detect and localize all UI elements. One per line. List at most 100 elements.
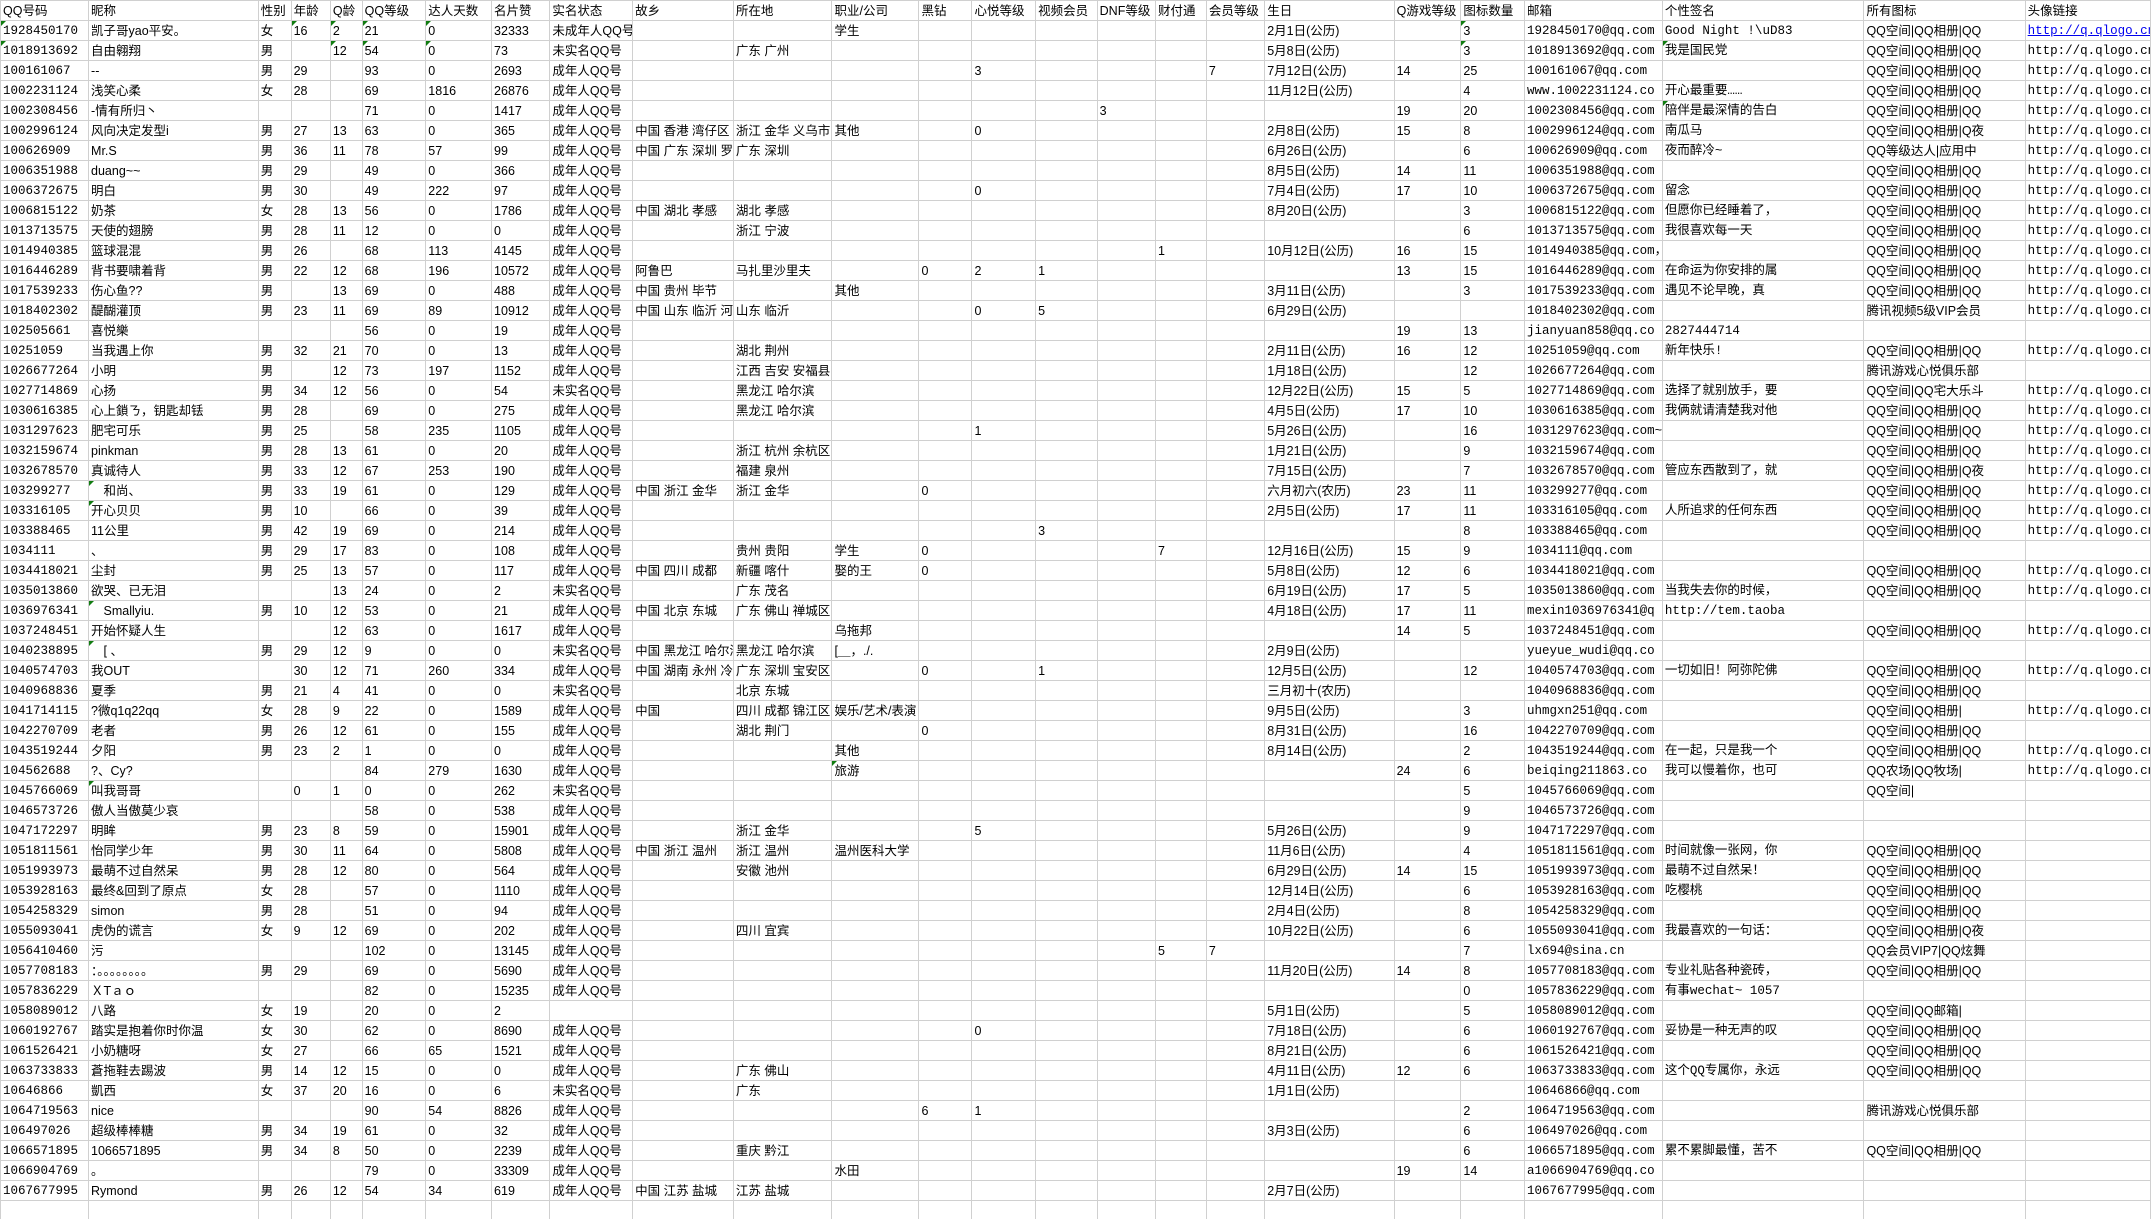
cell-vip[interactable]: [1205, 1140, 1266, 1161]
cell-xy[interactable]: [971, 500, 1037, 521]
cell-qlevel[interactable]: 0: [361, 780, 427, 801]
cell-qlevel[interactable]: 83: [361, 540, 427, 561]
cell-qage[interactable]: 21: [329, 340, 363, 361]
cell-job[interactable]: 学生: [831, 540, 920, 561]
cell-cft[interactable]: [1154, 800, 1207, 821]
cell-qq[interactable]: 1054258329: [0, 900, 90, 921]
cell-daren[interactable]: 0: [425, 560, 493, 581]
cell-dnf[interactable]: [1096, 920, 1156, 941]
cell-dnf[interactable]: [1096, 240, 1156, 261]
table-row[interactable]: 1013713575 天使的翅膀男 28 11 12 0 0 成年人QQ号 浙江 宁波 6 1013…: [0, 220, 2151, 241]
cell-avatar[interactable]: [2024, 840, 2151, 861]
cell-birth[interactable]: 8月5日(公历): [1264, 160, 1395, 181]
cell-hz[interactable]: [918, 340, 973, 361]
cell-allicon[interactable]: QQ空间|QQ相册|QQ: [1863, 200, 2026, 221]
cell-cft[interactable]: [1154, 60, 1207, 81]
cell-daren[interactable]: 235: [425, 420, 493, 441]
cell-qgame[interactable]: [1393, 700, 1462, 721]
cell-home[interactable]: [632, 60, 734, 81]
cell-dnf[interactable]: [1096, 1160, 1156, 1181]
cell-vip[interactable]: 7: [1205, 940, 1266, 961]
cell-xy[interactable]: 5: [971, 820, 1037, 841]
cell-qq[interactable]: 1060192767: [0, 1020, 90, 1041]
cell-mail[interactable]: 1054258329@qq.com: [1524, 900, 1663, 921]
cell-home[interactable]: [632, 440, 734, 461]
cell-sign[interactable]: 时间就像一张网，你: [1661, 840, 1865, 861]
cell-mail[interactable]: 1040968836@qq.com: [1524, 680, 1663, 701]
cell-card[interactable]: 32333: [491, 20, 551, 41]
cell-mail[interactable]: 1002308456@qq.com: [1524, 100, 1663, 121]
cell-vip[interactable]: [1205, 220, 1266, 241]
cell-mail[interactable]: 1018913692@qq.com: [1524, 40, 1663, 61]
cell-card[interactable]: 15901: [491, 820, 551, 841]
cell-qage[interactable]: 13: [329, 560, 363, 581]
cell-daren[interactable]: 0: [425, 1020, 493, 1041]
avatar-link[interactable]: http://q.qlogo.cn: [2027, 23, 2151, 38]
cell-daren[interactable]: 0: [425, 980, 493, 1001]
table-row[interactable]: 1055093041 虎伪的谎言女 9 12 69 0 202 成年人QQ号 四川 宜宾 10月2…: [0, 920, 2151, 941]
cell-sign[interactable]: [1661, 420, 1865, 441]
cell-sex[interactable]: 女: [257, 1040, 292, 1061]
cell-qlevel[interactable]: 56: [361, 320, 427, 341]
cell-sign[interactable]: 我最喜欢的一句话：: [1661, 920, 1865, 941]
cell-home[interactable]: [632, 880, 734, 901]
cell-dnf[interactable]: [1096, 20, 1156, 41]
cell-icons[interactable]: 6: [1460, 920, 1526, 941]
cell-birth[interactable]: 11月6日(公历): [1264, 840, 1395, 861]
cell-qlevel[interactable]: 68: [361, 260, 427, 281]
table-row[interactable]: 1035013860 欲哭、已无泪 13 24 0 2 未实名QQ号 广东 茂名 6月19日(公…: [0, 580, 2151, 601]
cell-allicon[interactable]: QQ空间|: [1863, 780, 2026, 801]
table-row[interactable]: 1051993973 最萌不过自然呆男 28 12 80 0 564 成年人QQ号 安徽 池州 6…: [0, 860, 2151, 881]
cell-avatar[interactable]: [2024, 640, 2151, 661]
cell-video[interactable]: [1035, 620, 1098, 641]
cell-card[interactable]: 129: [491, 480, 551, 501]
cell-job[interactable]: [831, 820, 920, 841]
cell-qage[interactable]: [329, 400, 363, 421]
cell-video[interactable]: [1035, 860, 1098, 881]
table-row[interactable]: 1058089012 八路女 19 20 0 2 5月1日(公历) 5 1058089012@q…: [0, 1000, 2151, 1021]
cell-allicon[interactable]: [1863, 1160, 2026, 1181]
cell-home[interactable]: [632, 220, 734, 241]
cell-video[interactable]: [1035, 920, 1098, 941]
cell-avatar[interactable]: http://q.qlogo.cn: [2024, 440, 2151, 461]
cell-mail[interactable]: 1035013860@qq.com: [1524, 580, 1663, 601]
cell-video[interactable]: [1035, 500, 1098, 521]
cell-nick[interactable]: 凱西: [88, 1080, 259, 1101]
cell-sign[interactable]: [1661, 560, 1865, 581]
cell-home[interactable]: [632, 420, 734, 441]
column-header-qlevel[interactable]: QQ等级: [361, 0, 427, 21]
cell-qlevel[interactable]: 93: [361, 60, 427, 81]
cell-icons[interactable]: 9: [1460, 540, 1526, 561]
cell-qgame[interactable]: [1393, 1140, 1462, 1161]
cell-nick[interactable]: Mr.S: [88, 140, 259, 161]
cell-loc[interactable]: 重庆 黔江: [732, 1140, 833, 1161]
cell-job[interactable]: [831, 220, 920, 241]
cell-mail[interactable]: 1063733833@qq.com: [1524, 1060, 1663, 1081]
cell-qage[interactable]: [329, 940, 363, 961]
cell-mail[interactable]: 1018402302@qq.com: [1524, 300, 1663, 321]
table-row[interactable]: 1026677264 小明男 12 73 197 1152 成年人QQ号 江西 吉安 安福县 1…: [0, 360, 2151, 381]
cell-job[interactable]: [831, 460, 920, 481]
cell-allicon[interactable]: [1863, 1180, 2026, 1201]
cell-birth[interactable]: 4月5日(公历): [1264, 400, 1395, 421]
cell-real[interactable]: 成年人QQ号: [549, 980, 634, 1001]
cell-job[interactable]: [831, 240, 920, 261]
cell-home[interactable]: [632, 760, 734, 781]
cell-hz[interactable]: [918, 1140, 973, 1161]
cell-loc[interactable]: 广东 广州: [732, 40, 833, 61]
cell-xy[interactable]: [971, 600, 1037, 621]
cell-hz[interactable]: [918, 220, 973, 241]
cell-avatar[interactable]: http://q.qlogo.cn: [2024, 660, 2151, 681]
cell-loc[interactable]: 浙江 金华: [732, 480, 833, 501]
cell-qage[interactable]: [329, 1100, 363, 1121]
cell-sex[interactable]: 男: [257, 820, 292, 841]
cell-nick[interactable]: 自由翱翔: [88, 40, 259, 61]
cell-vip[interactable]: [1205, 740, 1266, 761]
cell-age[interactable]: 25: [290, 560, 331, 581]
cell-dnf[interactable]: [1096, 600, 1156, 621]
cell-qq[interactable]: 1064719563: [0, 1100, 90, 1121]
table-row[interactable]: 104562688 ?、Cy? 84 279 1630 成年人QQ号 旅游 24 6 beiqin…: [0, 760, 2151, 781]
cell-vip[interactable]: 7: [1205, 60, 1266, 81]
cell-allicon[interactable]: QQ空间|QQ相册|QQ: [1863, 660, 2026, 681]
cell-home[interactable]: [632, 920, 734, 941]
